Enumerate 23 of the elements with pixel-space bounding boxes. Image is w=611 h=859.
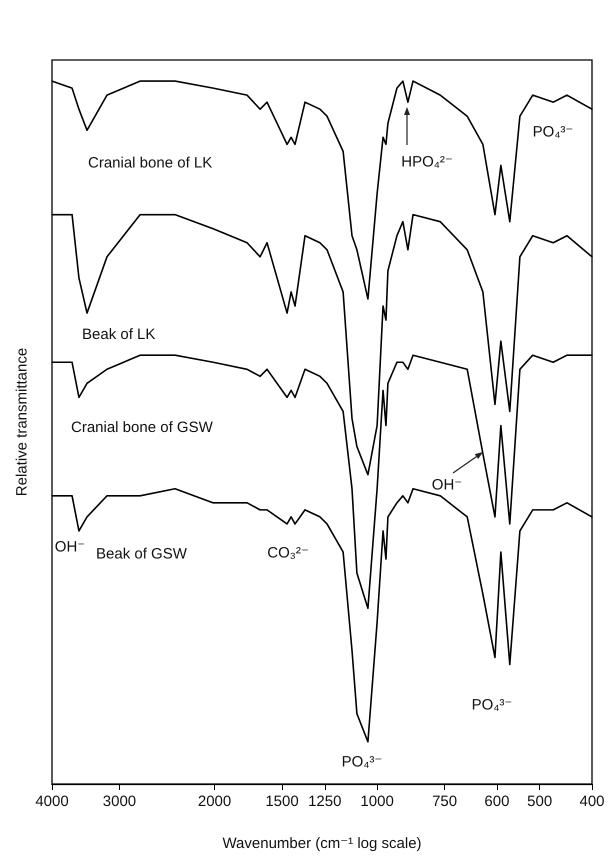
series-label: Beak of GSW xyxy=(96,545,188,562)
annotation: PO₄³⁻ xyxy=(472,696,512,714)
series-label: Beak of LK xyxy=(82,326,156,344)
annotation: OH⁻ xyxy=(432,476,462,494)
annotation: CO₃²⁻ xyxy=(267,544,309,562)
x-tick-label: 1000 xyxy=(360,793,394,810)
x-tick-label: 600 xyxy=(484,793,510,810)
y-axis-title: Relative transmittance xyxy=(14,348,30,496)
series-label: Cranial bone of GSW xyxy=(71,418,214,436)
x-tick-label: 1250 xyxy=(308,793,342,810)
annotation: PO₄³⁻ xyxy=(342,754,382,770)
x-tick-label: 400 xyxy=(579,793,605,810)
annotation: PO₄³⁻ xyxy=(532,124,574,140)
x-axis-title: Wavenumber (cm⁻¹ log scale) xyxy=(222,835,422,852)
x-tick-label: 2000 xyxy=(198,793,232,810)
x-tick-label: 1500 xyxy=(265,793,299,810)
annotation: OH⁻ xyxy=(54,538,86,556)
x-tick-label: 3000 xyxy=(102,793,136,810)
annotation: HPO₄²⁻ xyxy=(401,154,453,170)
x-tick-label: 750 xyxy=(432,793,458,810)
x-tick-label: 4000 xyxy=(35,793,69,810)
series-label: Cranial bone of LK xyxy=(88,154,212,172)
x-tick-label: 500 xyxy=(527,793,552,810)
